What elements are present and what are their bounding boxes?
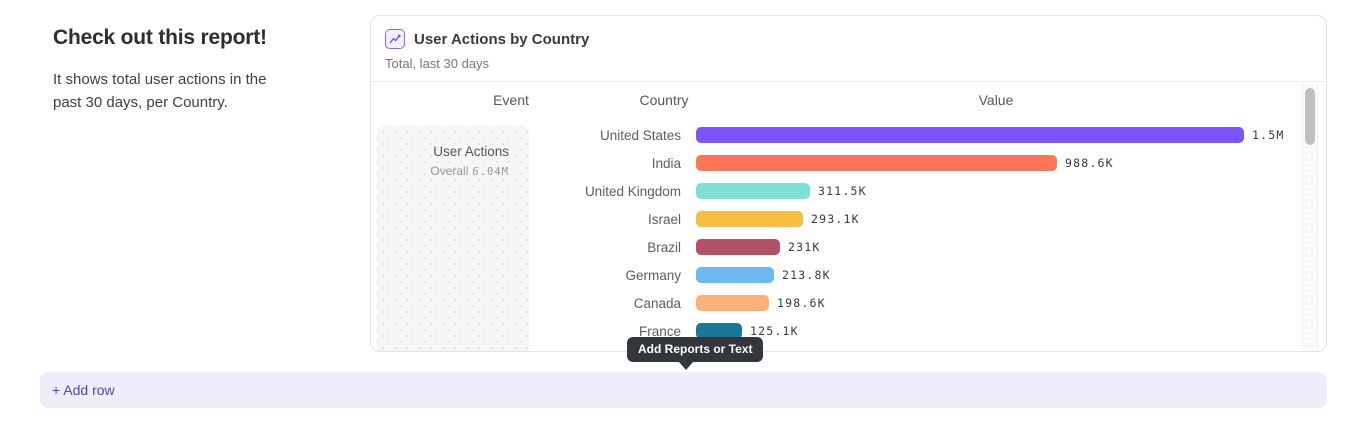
event-name: User Actions: [433, 144, 509, 159]
event-overall-label: Overall: [430, 164, 469, 178]
value-bar[interactable]: [696, 183, 810, 199]
country-label: Brazil: [647, 239, 681, 255]
country-label: Israel: [647, 211, 681, 227]
value-bar[interactable]: [696, 127, 1244, 143]
event-cell: User Actions Overall 6.04M: [377, 126, 529, 351]
column-header-event: Event: [493, 92, 529, 108]
report-card: User Actions by Country Total, last 30 d…: [370, 15, 1327, 352]
bar-value-label: 198.6K: [777, 296, 826, 310]
chart-row: India 988.6K: [371, 149, 1296, 177]
country-label: United Kingdom: [584, 183, 681, 199]
bar-value-label: 311.5K: [818, 184, 867, 198]
add-row-button[interactable]: + Add row: [40, 372, 1327, 408]
add-reports-tooltip: Add Reports or Text: [627, 337, 764, 370]
value-bar[interactable]: [696, 155, 1057, 171]
page-title: Check out this report!: [53, 26, 267, 49]
tooltip-label: Add Reports or Text: [638, 342, 753, 356]
bar-value-label: 988.6K: [1065, 156, 1114, 170]
intro-block: Check out this report! It shows total us…: [53, 26, 303, 115]
report-subtitle: Total, last 30 days: [385, 56, 490, 71]
country-label: United States: [599, 127, 681, 143]
intro-description: It shows total user actions in the past …: [53, 71, 267, 112]
country-label: India: [651, 155, 681, 171]
bar-value-label: 125.1K: [750, 324, 799, 338]
bar-value-label: 293.1K: [811, 212, 860, 226]
scrollbar-track[interactable]: [1302, 84, 1318, 350]
value-bar[interactable]: [696, 267, 774, 283]
report-card-header: User Actions by Country Total, last 30 d…: [371, 16, 1326, 82]
scrollbar-thumb[interactable]: [1305, 88, 1315, 145]
chart-row: Brazil 231K: [371, 233, 1296, 261]
event-overall: Overall 6.04M: [377, 164, 509, 178]
event-overall-value: 6.04M: [472, 166, 509, 178]
country-label: Germany: [625, 267, 681, 283]
chart-area: Event Country Value User Actions Overall…: [371, 82, 1326, 351]
add-row-label: + Add row: [52, 382, 115, 398]
report-title: User Actions by Country: [414, 30, 590, 48]
chart-row: Germany 213.8K: [371, 261, 1296, 289]
line-chart-icon: [385, 29, 405, 49]
chart-row: United States 1.5M: [371, 121, 1296, 149]
chart-row: France 125.1K: [371, 317, 1296, 345]
bar-value-label: 213.8K: [782, 268, 831, 282]
bar-value-label: 231K: [788, 240, 821, 254]
column-header-value: Value: [978, 92, 1014, 108]
chart-row: United Kingdom 311.5K: [371, 177, 1296, 205]
value-bar[interactable]: [696, 323, 742, 339]
tooltip-arrow-icon: [679, 362, 693, 370]
value-bar[interactable]: [696, 295, 769, 311]
value-bar[interactable]: [696, 239, 780, 255]
value-bar[interactable]: [696, 211, 803, 227]
chart-row: Israel 293.1K: [371, 205, 1296, 233]
country-label: Canada: [633, 295, 681, 311]
chart-rows: United States 1.5M India 988.6K United Kingd…: [371, 121, 1296, 345]
chart-row: Canada 198.6K: [371, 289, 1296, 317]
country-label: France: [638, 323, 681, 339]
column-header-country: Country: [639, 92, 689, 108]
bar-value-label: 1.5M: [1252, 128, 1285, 142]
